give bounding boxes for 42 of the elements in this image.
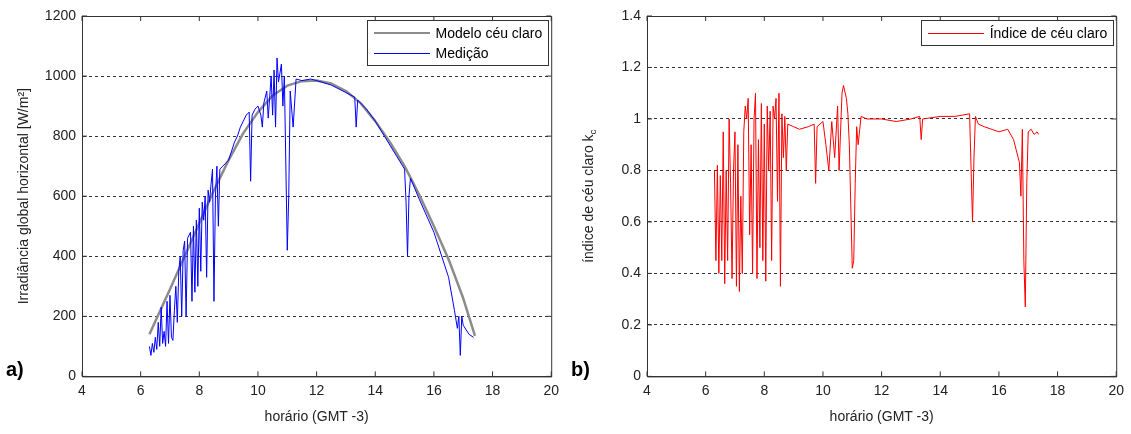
x-tick-label: 4	[78, 381, 87, 398]
x-tick-label: 8	[195, 381, 204, 398]
y-axis-title: índice de céu claro kc	[579, 129, 598, 263]
y-tick-label: 1200	[44, 6, 77, 23]
y-tick-label: 0.8	[621, 161, 642, 178]
y-tick-label: 0	[633, 367, 642, 384]
x-tick-label: 18	[484, 381, 501, 398]
x-tick-label: 18	[1049, 381, 1066, 398]
x-tick-label: 4	[643, 381, 652, 398]
legend-label: Medição	[435, 44, 489, 63]
y-tick-label: 1	[633, 109, 642, 126]
x-tick-label: 14	[367, 381, 384, 398]
y-tick-label: 0.4	[621, 264, 642, 281]
y-tick-label: 800	[52, 126, 77, 143]
x-tick-label: 14	[932, 381, 949, 398]
y-tick-label: 0	[68, 367, 77, 384]
legend-label: Índice de céu claro	[989, 24, 1108, 43]
y-tick-label: 1.2	[621, 58, 642, 75]
x-tick-label: 10	[250, 381, 266, 398]
x-tick-label: 8	[760, 381, 769, 398]
y-tick-label: 0.6	[621, 212, 642, 229]
y-tick-label: 0.2	[621, 315, 642, 332]
x-tick-label: 12	[308, 381, 325, 398]
x-tick-label: 20	[543, 381, 560, 398]
x-tick-label: 6	[701, 381, 710, 398]
x-tick-label: 10	[815, 381, 831, 398]
y-tick-label: 400	[52, 247, 77, 264]
x-tick-label: 16	[426, 381, 442, 398]
y-tick-label: 1000	[44, 66, 77, 83]
x-tick-label: 12	[873, 381, 890, 398]
y-tick-label: 200	[52, 307, 77, 324]
x-tick-label: 20	[1108, 381, 1125, 398]
x-axis-title: horário (GMT -3)	[829, 408, 934, 425]
x-tick-label: 16	[991, 381, 1007, 398]
y-tick-label: 600	[52, 187, 77, 204]
x-axis-title: horário (GMT -3)	[264, 408, 369, 425]
text: b)	[571, 357, 590, 380]
text: a)	[6, 357, 24, 380]
legend-label: Modelo céu claro	[435, 24, 543, 43]
x-tick-label: 6	[136, 381, 145, 398]
y-tick-label: 1.4	[621, 6, 642, 23]
y-axis-title: Irradiância global horizontal [W/m²]	[14, 88, 31, 305]
